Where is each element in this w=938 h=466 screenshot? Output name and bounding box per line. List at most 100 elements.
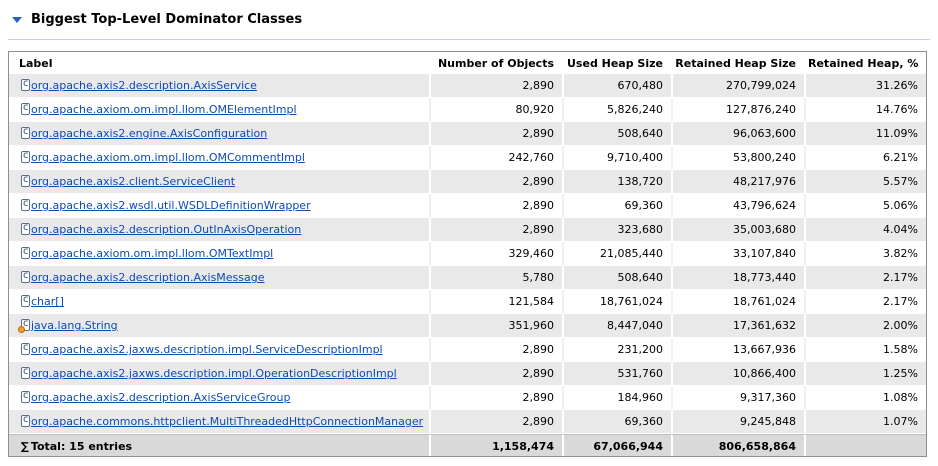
total-retained-pct bbox=[804, 434, 926, 456]
table-row[interactable]: org.apache.axis2.jaxws.description.impl.… bbox=[9, 362, 926, 386]
used-heap-cell: 531,760 bbox=[562, 362, 671, 386]
row-label-cell: org.apache.axis2.jaxws.description.impl.… bbox=[9, 362, 429, 386]
column-header-used-heap[interactable]: Used Heap Size bbox=[562, 52, 671, 74]
objects-cell: 2,890 bbox=[429, 338, 562, 362]
retained-heap-cell: 9,317,360 bbox=[671, 386, 804, 410]
column-header-objects[interactable]: Number of Objects bbox=[429, 52, 562, 74]
collapse-triangle-icon[interactable] bbox=[12, 16, 22, 23]
retained-heap-cell: 18,773,440 bbox=[671, 266, 804, 290]
sum-icon: ∑ bbox=[21, 440, 29, 453]
table-row[interactable]: org.apache.axis2.wsdl.util.WSDLDefinitio… bbox=[9, 194, 926, 218]
used-heap-cell: 9,710,400 bbox=[562, 146, 671, 170]
retained-heap-cell: 96,063,600 bbox=[671, 122, 804, 146]
column-header-retained-heap[interactable]: Retained Heap Size bbox=[671, 52, 804, 74]
row-label-cell: org.apache.axis2.engine.AxisConfiguratio… bbox=[9, 122, 429, 146]
retained-pct-cell: 1.08% bbox=[804, 386, 926, 410]
table-row[interactable]: org.apache.commons.httpclient.MultiThrea… bbox=[9, 410, 926, 434]
objects-cell: 2,890 bbox=[429, 218, 562, 242]
class-link[interactable]: org.apache.axis2.jaxws.description.impl.… bbox=[31, 367, 397, 380]
total-retained-heap: 806,658,864 bbox=[671, 434, 804, 456]
class-link[interactable]: java.lang.String bbox=[31, 319, 118, 332]
retained-pct-cell: 2.00% bbox=[804, 314, 926, 338]
retained-pct-cell: 1.25% bbox=[804, 362, 926, 386]
retained-heap-cell: 9,245,848 bbox=[671, 410, 804, 434]
class-icon bbox=[21, 246, 30, 259]
row-label-cell: org.apache.axis2.wsdl.util.WSDLDefinitio… bbox=[9, 194, 429, 218]
retained-heap-cell: 270,799,024 bbox=[671, 74, 804, 98]
table-row[interactable]: org.apache.axis2.description.AxisService… bbox=[9, 386, 926, 410]
row-label-cell: org.apache.axis2.description.AxisService bbox=[9, 74, 429, 98]
objects-cell: 2,890 bbox=[429, 386, 562, 410]
table-row[interactable]: org.apache.axiom.om.impl.llom.OMElementI… bbox=[9, 98, 926, 122]
class-link[interactable]: org.apache.commons.httpclient.MultiThrea… bbox=[31, 415, 424, 428]
class-icon bbox=[21, 222, 30, 235]
class-link[interactable]: org.apache.axiom.om.impl.llom.OMTextImpl bbox=[31, 247, 274, 260]
class-icon bbox=[21, 78, 30, 91]
class-link[interactable]: org.apache.axis2.description.AxisService bbox=[31, 79, 257, 92]
used-heap-cell: 69,360 bbox=[562, 194, 671, 218]
row-label-cell: org.apache.axis2.client.ServiceClient bbox=[9, 170, 429, 194]
class-link[interactable]: org.apache.axis2.engine.AxisConfiguratio… bbox=[31, 127, 268, 140]
used-heap-cell: 508,640 bbox=[562, 122, 671, 146]
retained-heap-cell: 17,361,632 bbox=[671, 314, 804, 338]
used-heap-cell: 5,826,240 bbox=[562, 98, 671, 122]
objects-cell: 242,760 bbox=[429, 146, 562, 170]
class-link[interactable]: org.apache.axis2.jaxws.description.impl.… bbox=[31, 343, 383, 356]
section-divider bbox=[8, 39, 930, 40]
table-row[interactable]: org.apache.axiom.om.impl.llom.OMTextImpl… bbox=[9, 242, 926, 266]
class-link[interactable]: org.apache.axiom.om.impl.llom.OMCommentI… bbox=[31, 151, 305, 164]
table-row[interactable]: org.apache.axis2.jaxws.description.impl.… bbox=[9, 338, 926, 362]
objects-cell: 329,460 bbox=[429, 242, 562, 266]
objects-cell: 2,890 bbox=[429, 362, 562, 386]
table-row[interactable]: org.apache.axis2.engine.AxisConfiguratio… bbox=[9, 122, 926, 146]
total-label: Total: 15 entries bbox=[30, 440, 133, 453]
retained-pct-cell: 1.07% bbox=[804, 410, 926, 434]
retained-pct-cell: 4.04% bbox=[804, 218, 926, 242]
retained-pct-cell: 14.76% bbox=[804, 98, 926, 122]
class-link[interactable]: org.apache.axiom.om.impl.llom.OMElementI… bbox=[31, 103, 297, 116]
used-heap-cell: 323,680 bbox=[562, 218, 671, 242]
class-link[interactable]: char[] bbox=[31, 295, 64, 308]
class-icon bbox=[21, 198, 30, 211]
dominator-table-container: Label Number of Objects Used Heap Size R… bbox=[8, 51, 927, 457]
table-row[interactable]: org.apache.axis2.description.AxisMessage… bbox=[9, 266, 926, 290]
used-heap-cell: 21,085,440 bbox=[562, 242, 671, 266]
table-header-row: Label Number of Objects Used Heap Size R… bbox=[9, 52, 926, 74]
row-label-cell: org.apache.axis2.jaxws.description.impl.… bbox=[9, 338, 429, 362]
class-link[interactable]: org.apache.axis2.description.OutInAxisOp… bbox=[31, 223, 302, 236]
table-row[interactable]: org.apache.axis2.description.OutInAxisOp… bbox=[9, 218, 926, 242]
retained-heap-cell: 48,217,976 bbox=[671, 170, 804, 194]
class-link[interactable]: org.apache.axis2.description.AxisService… bbox=[31, 391, 291, 404]
objects-cell: 351,960 bbox=[429, 314, 562, 338]
class-icon bbox=[21, 390, 30, 403]
column-header-retained-pct[interactable]: Retained Heap, % bbox=[804, 52, 926, 74]
class-icon bbox=[21, 342, 30, 355]
objects-cell: 2,890 bbox=[429, 170, 562, 194]
objects-cell: 2,890 bbox=[429, 74, 562, 98]
retained-heap-cell: 18,761,024 bbox=[671, 290, 804, 314]
objects-cell: 5,780 bbox=[429, 266, 562, 290]
class-icon bbox=[21, 414, 30, 427]
table-row[interactable]: org.apache.axis2.client.ServiceClient 2,8… bbox=[9, 170, 926, 194]
section-title: Biggest Top-Level Dominator Classes bbox=[31, 11, 303, 27]
retained-pct-cell: 6.21% bbox=[804, 146, 926, 170]
retained-heap-cell: 43,796,624 bbox=[671, 194, 804, 218]
objects-cell: 2,890 bbox=[429, 410, 562, 434]
table-row[interactable]: java.lang.String 351,9608,447,04017,361,6… bbox=[9, 314, 926, 338]
row-label-cell: org.apache.commons.httpclient.MultiThrea… bbox=[9, 410, 429, 434]
class-link[interactable]: org.apache.axis2.client.ServiceClient bbox=[31, 175, 236, 188]
class-link[interactable]: org.apache.axis2.description.AxisMessage bbox=[31, 271, 265, 284]
class-icon bbox=[21, 150, 30, 163]
class-icon bbox=[21, 294, 30, 307]
used-heap-cell: 184,960 bbox=[562, 386, 671, 410]
row-label-cell: org.apache.axis2.description.AxisService… bbox=[9, 386, 429, 410]
used-heap-cell: 69,360 bbox=[562, 410, 671, 434]
used-heap-cell: 18,761,024 bbox=[562, 290, 671, 314]
column-header-label[interactable]: Label bbox=[9, 52, 429, 74]
class-link[interactable]: org.apache.axis2.wsdl.util.WSDLDefinitio… bbox=[31, 199, 311, 212]
table-row[interactable]: org.apache.axis2.description.AxisService… bbox=[9, 74, 926, 98]
retained-pct-cell: 3.82% bbox=[804, 242, 926, 266]
table-row[interactable]: org.apache.axiom.om.impl.llom.OMCommentI… bbox=[9, 146, 926, 170]
retained-pct-cell: 2.17% bbox=[804, 266, 926, 290]
